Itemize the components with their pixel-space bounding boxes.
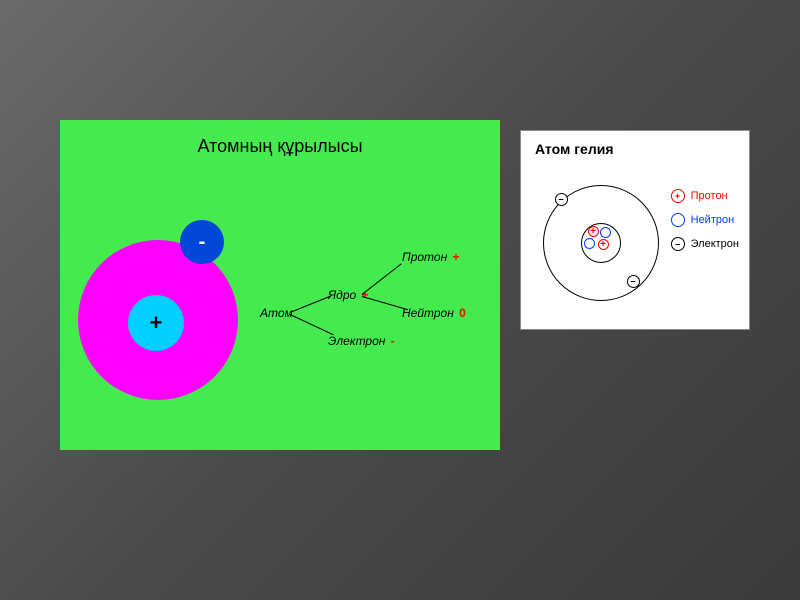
- tree-connector-line: [290, 296, 331, 313]
- proton-particle: +: [588, 226, 599, 237]
- legend-icon: +: [671, 189, 685, 203]
- tree-connector-line: [290, 314, 334, 335]
- legend-row: –Электрон: [671, 237, 739, 251]
- tree-neutron-label: Нейтрон 0: [402, 306, 466, 320]
- neutron-particle: [584, 238, 595, 249]
- neutron-particle: [600, 227, 611, 238]
- tree-proton-charge: +: [453, 250, 460, 264]
- plus-sign: +: [150, 310, 163, 336]
- legend-row: + Протон: [671, 189, 739, 203]
- proton-particle: +: [598, 239, 609, 250]
- legend-row: Нейтрон: [671, 213, 739, 227]
- legend-icon: [671, 213, 685, 227]
- tree-connector-line: [362, 263, 402, 295]
- tree-proton-text: Протон: [402, 250, 447, 264]
- nucleus-circle: +: [128, 295, 184, 351]
- electron-circle: -: [180, 220, 224, 264]
- tree-neutron-charge: 0: [459, 306, 466, 320]
- tree-nucleus-text: Ядро: [328, 288, 356, 302]
- electron-particle: –: [627, 275, 640, 288]
- minus-sign: -: [199, 231, 206, 254]
- legend: +ПротонНейтрон–Электрон: [671, 189, 739, 261]
- legend-label: Протон: [691, 190, 728, 202]
- legend-label: Электрон: [691, 238, 739, 250]
- tree-atom-text: Атом: [260, 306, 293, 320]
- tree-atom-label: Атом: [260, 306, 293, 320]
- tree-proton-label: Протон +: [402, 250, 460, 264]
- legend-icon: –: [671, 237, 685, 251]
- tree-connector-line: [362, 296, 408, 310]
- helium-atom-panel: Атом гелия ++–– +ПротонНейтрон–Электрон: [520, 130, 750, 330]
- left-title: Атомның құрылысы: [60, 136, 500, 157]
- tree-electron-charge: -: [391, 334, 395, 348]
- right-title: Атом гелия: [535, 141, 614, 157]
- electron-particle: –: [555, 193, 568, 206]
- tree-electron-text: Электрон: [328, 334, 385, 348]
- legend-label: Нейтрон: [691, 214, 735, 226]
- tree-electron-label: Электрон -: [328, 334, 395, 348]
- tree-nucleus-label: Ядро +: [328, 288, 369, 302]
- tree-neutron-text: Нейтрон: [402, 306, 454, 320]
- atom-structure-panel: Атомның құрылысы + - Атом Ядро + Электро…: [60, 120, 500, 450]
